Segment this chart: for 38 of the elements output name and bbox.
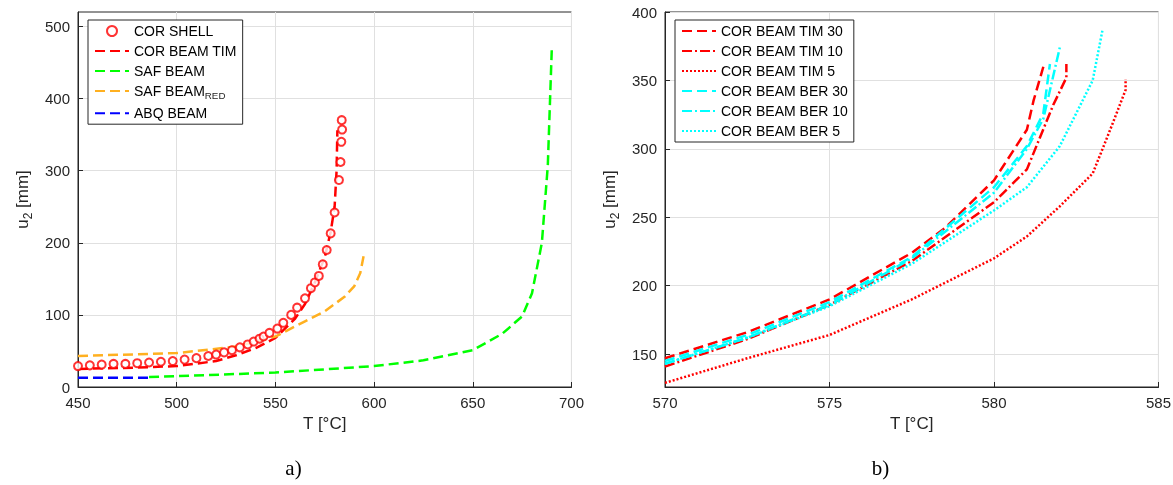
x-tick-label: 650 [460,394,486,411]
x-tick-label: 550 [262,394,288,411]
y-tick-label: 150 [631,345,657,363]
legend-label: COR BEAM BER 10 [720,103,848,119]
x-tick-label: 570 [651,394,678,411]
x-tick-label: 500 [164,394,190,411]
y-tick-label: 400 [44,90,70,108]
y-tick-label: 350 [631,71,657,89]
y-tick-label: 200 [631,277,657,295]
legend-label: COR BEAM BER 5 [720,123,840,139]
x-tick-label: 580 [980,394,1007,411]
y-axis-title: u2 [mm] [599,170,622,229]
legend-label: ABQ BEAM [134,105,208,122]
legend-label: COR BEAM TIM 30 [720,23,843,39]
legend-label: COR BEAM TIM [134,43,237,59]
y-tick-label: 100 [44,306,70,324]
x-tick-label: 575 [816,394,842,411]
text: a) [285,455,302,480]
y-tick-label: 500 [44,17,70,35]
y-axis-title: u2 [mm] [13,170,36,229]
text: b) [871,455,889,480]
legend-label: COR BEAM TIM 5 [720,63,835,79]
x-axis-title: T [°C] [889,414,933,433]
y-tick-label: 200 [44,234,70,252]
legend-label: COR BEAM BER 30 [720,83,848,99]
y-tick-label: 300 [44,162,70,180]
y-tick-label: 400 [631,3,657,21]
legend-label: COR SHELL [134,23,214,39]
legend-label: SAF BEAM [134,63,205,79]
x-axis-title: T [°C] [303,414,347,433]
legend-label: COR BEAM TIM 10 [720,43,843,59]
y-tick-label: 0 [61,378,70,396]
x-tick-label: 585 [1145,394,1171,411]
y-tick-label: 250 [631,208,657,226]
x-tick-label: 700 [558,394,584,411]
x-tick-label: 450 [65,394,91,411]
x-tick-label: 600 [361,394,387,411]
y-tick-label: 300 [631,140,657,158]
